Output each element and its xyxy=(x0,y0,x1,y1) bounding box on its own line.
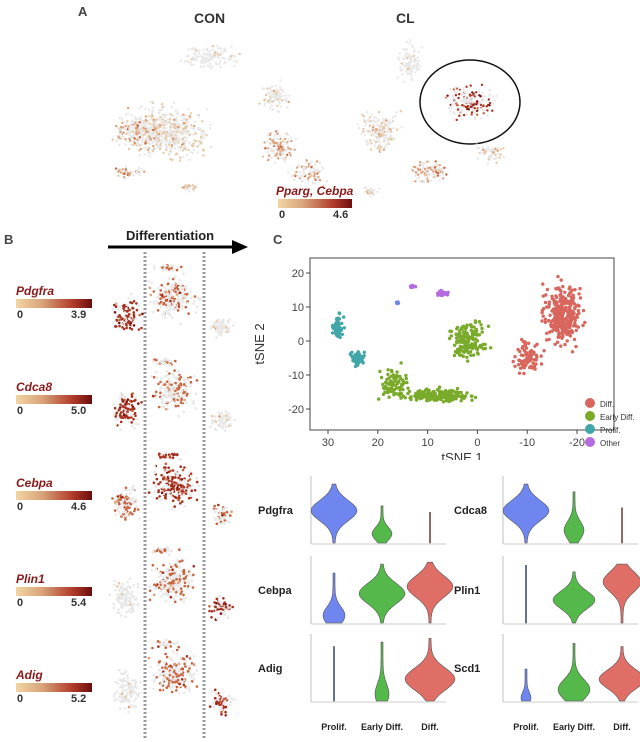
differentiation-label: Differentiation xyxy=(126,228,215,243)
violin-category-label: Prolif. xyxy=(513,722,539,732)
differentiation-arrow xyxy=(108,240,248,254)
panel-a-colorbar-min: 0 xyxy=(279,209,286,221)
gene-legend-colorbar xyxy=(16,299,92,308)
tsne-ytick: 0 xyxy=(298,336,304,348)
violin-shape xyxy=(374,641,390,702)
violin-shape xyxy=(520,668,532,702)
panel-b-feature-plots xyxy=(108,263,236,717)
violin-shape xyxy=(621,507,623,544)
panel-a-letter: A xyxy=(78,4,88,19)
violin-shape xyxy=(525,565,527,624)
gene-legend-colorbar xyxy=(16,683,92,692)
tsne-legend-label: Other xyxy=(600,439,620,448)
gene-legend-name-cebpa: Cebpa xyxy=(16,476,53,490)
gene-legend-min: 0 xyxy=(17,309,24,321)
panel-c-letter: C xyxy=(273,232,283,247)
violin-shape xyxy=(502,483,550,544)
gene-legend-name-cdca8: Cdca8 xyxy=(16,380,53,394)
tsne-xtick: -20 xyxy=(569,437,585,449)
gene-legend-colorbar xyxy=(16,587,92,596)
tsne-frame xyxy=(309,257,615,431)
gene-legend-max: 5.4 xyxy=(71,597,87,609)
violin-gene-label: Cdca8 xyxy=(454,505,487,517)
violin-shape xyxy=(404,638,456,702)
violin-shape xyxy=(602,563,640,624)
violin-shape xyxy=(557,643,591,702)
violin-category-label: Diff. xyxy=(613,722,631,732)
gene-legend-min: 0 xyxy=(17,597,24,609)
panel-a-feature-plot xyxy=(111,39,521,198)
panel-a-colorbar xyxy=(278,199,352,208)
panel-c-violin-plots: Pdgfra Cebpa Adig Prolif. Early Diff. Diff. Cd… xyxy=(258,476,640,732)
tsne-legend-label: Diff. xyxy=(600,400,614,409)
gene-legend-min: 0 xyxy=(17,405,24,417)
gene-legend-max: 5.0 xyxy=(71,405,87,417)
cl-title: CL xyxy=(396,10,415,26)
violin-gene-label: Adig xyxy=(258,663,282,675)
tsne-legend-label: Early Diff. xyxy=(600,413,635,422)
tsne-xtick: -10 xyxy=(519,437,535,449)
gene-legend-max: 4.6 xyxy=(71,501,87,513)
tsne-xtick: 30 xyxy=(322,437,334,449)
violin-category-label: Diff. xyxy=(421,722,439,732)
cl-highlight-circle xyxy=(419,59,521,145)
gene-legend-name-plin1: Plin1 xyxy=(16,572,45,586)
violin-shape xyxy=(429,512,431,544)
tsne-legend-swatch xyxy=(585,398,595,408)
violin-shape xyxy=(358,563,406,624)
tsne-legend-swatch xyxy=(585,411,595,421)
violin-category-label: Early Diff. xyxy=(553,722,595,732)
gene-legend-min: 0 xyxy=(17,693,24,705)
tsne-ytick: -10 xyxy=(288,370,304,382)
tsne-ylabel: tSNE 2 xyxy=(252,323,267,364)
violin-category-label: Prolif. xyxy=(321,722,347,732)
tsne-xtick: 10 xyxy=(421,437,433,449)
violin-shape xyxy=(563,491,585,544)
violin-gene-label: Cebpa xyxy=(258,585,293,597)
gene-legend-name-pdgfra: Pdgfra xyxy=(16,284,55,298)
violin-shape xyxy=(322,572,346,624)
tsne-legend-label: Prolif. xyxy=(600,426,620,435)
violin-gene-label: Pdgfra xyxy=(258,505,294,517)
gene-legend-colorbar xyxy=(16,395,92,404)
tsne-ytick: 20 xyxy=(292,268,304,280)
tsne-legend-swatch xyxy=(585,437,595,447)
violin-shape xyxy=(371,505,393,544)
violin-shape xyxy=(310,483,358,544)
gene-legend-min: 0 xyxy=(17,501,24,513)
gene-legend-max: 3.9 xyxy=(71,309,87,321)
violin-category-label: Early Diff. xyxy=(361,722,403,732)
violin-shape xyxy=(598,646,640,702)
tsne-legend-swatch xyxy=(585,424,595,434)
tsne-ytick: -20 xyxy=(288,404,304,416)
gene-legend-name-adig: Adig xyxy=(16,668,43,682)
violin-shape xyxy=(333,646,335,702)
panel-c-tsne-plot: tSNE 1 tSNE 2 30 20 10 0 -10 -20 20 10 0 -10 -20 D… xyxy=(252,257,635,460)
gene-legend-max: 5.2 xyxy=(71,693,87,705)
gene-legend-colorbar xyxy=(16,491,92,500)
panel-b-letter: B xyxy=(4,232,14,247)
panel-b-guides xyxy=(143,252,206,740)
tsne-xtick: 20 xyxy=(372,437,384,449)
panel-a-colorbar-max: 4.6 xyxy=(333,209,349,221)
con-title: CON xyxy=(194,10,226,26)
tsne-ytick: 10 xyxy=(292,302,304,314)
violin-shape xyxy=(406,561,454,624)
violin-gene-label: Scd1 xyxy=(454,663,480,675)
panel-a-legend-gene: Pparg, Cebpa xyxy=(276,184,354,198)
violin-gene-label: Plin1 xyxy=(454,585,480,597)
tsne-xtick: 0 xyxy=(474,437,480,449)
violin-shape xyxy=(552,571,596,624)
tsne-xlabel: tSNE 1 xyxy=(441,450,482,460)
